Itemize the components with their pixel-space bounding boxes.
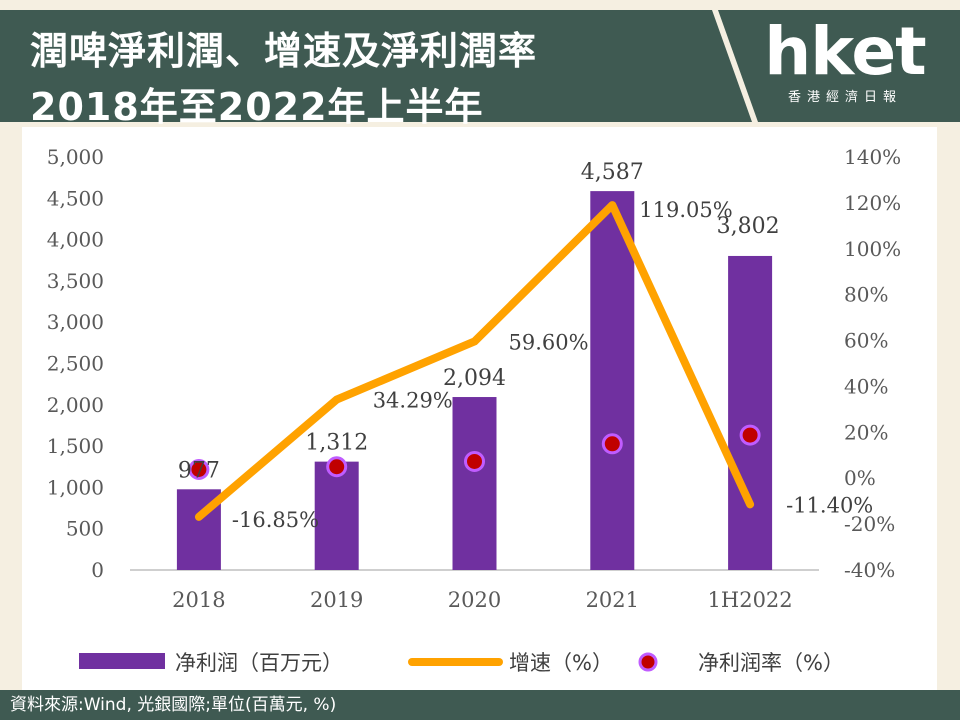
logo-wordmark: hket (764, 13, 926, 90)
right-axis-tick-label: 0% (844, 466, 876, 490)
chart-title-line1: 潤啤淨利潤、增速及淨利潤率 (30, 29, 538, 73)
x-axis-category-label: 2018 (172, 588, 225, 612)
legend-label-growth: 增速（%） (509, 651, 613, 675)
logo-banner-shape (718, 10, 960, 122)
net-profit-data-label: 3,802 (717, 214, 780, 239)
right-axis-tick-label: 100% (844, 237, 901, 261)
right-axis-tick-label: 120% (844, 191, 901, 215)
left-axis-tick-label: 500 (66, 517, 104, 541)
net-margin-dot (739, 424, 761, 446)
left-axis-tick-label: 4,500 (47, 186, 104, 210)
left-axis-tick-label: 1,500 (47, 434, 104, 458)
net-profit-bar (314, 461, 359, 570)
net-profit-bar (728, 255, 773, 570)
right-axis-tick-label: 140% (844, 145, 901, 169)
right-axis-tick-label: -40% (844, 558, 895, 582)
right-axis-tick-label: 40% (844, 374, 888, 398)
legend-swatch-net-margin (638, 652, 658, 672)
right-axis-tick-label: 20% (844, 420, 888, 444)
x-axis-category-label: 2020 (448, 588, 501, 612)
growth-data-label: 34.29% (373, 389, 453, 413)
net-profit-data-label: 1,312 (305, 431, 368, 456)
title-banner-shape (0, 10, 752, 122)
legend-label-net-margin: 净利润率（%） (698, 651, 844, 675)
hket-logo: hket 香港經濟日報 (760, 13, 930, 106)
right-axis-tick-label: -20% (844, 512, 895, 536)
net-profit-bar (590, 191, 635, 570)
left-axis-tick-label: 3,000 (47, 310, 104, 334)
logo-subtitle: 香港經濟日報 (787, 90, 902, 105)
growth-data-label: -16.85% (232, 508, 319, 532)
growth-line (194, 201, 755, 521)
left-axis-tick-label: 3,500 (47, 269, 104, 293)
right-axis-tick-label: 80% (844, 283, 888, 307)
net-margin-dot (601, 433, 623, 455)
chart-panel: 0 500 1,000 1,500 2,000 2,500 3,000 3,500 4,000 4… (22, 127, 937, 690)
chart-svg: 0 500 1,000 1,500 2,000 2,500 3,000 3,500 4,000 4… (47, 145, 901, 675)
growth-data-label: 59.60% (509, 330, 589, 354)
net-profit-bar (452, 397, 497, 570)
chart-title-line2: 2018年至2022年上半年 (30, 85, 484, 129)
net-margin-dot (326, 456, 348, 478)
left-axis-tick-label: 5,000 (47, 145, 104, 169)
growth-data-label: -11.40% (786, 493, 873, 517)
header-banner (0, 10, 960, 122)
net-margin-dot (464, 450, 485, 472)
right-axis-tick-label: 60% (844, 329, 888, 353)
legend-swatch-net-profit (79, 653, 165, 669)
net-profit-data-label: 977 (178, 458, 220, 483)
left-axis-tick-label: 2,000 (47, 393, 104, 417)
growth-data-label: 119.05% (639, 198, 732, 222)
x-axis-category-label: 1H2022 (708, 588, 793, 612)
source-footer: 資料來源:Wind, 光銀國際;單位(百萬元, %) (0, 690, 960, 720)
left-axis-tick-label: 2,500 (47, 352, 104, 376)
x-axis-category-label: 2021 (586, 588, 639, 612)
net-margin-dot (188, 459, 210, 481)
left-axis-tick-label: 0 (91, 558, 104, 582)
x-axis-category-label: 2019 (310, 588, 363, 612)
net-profit-data-label: 4,587 (581, 160, 644, 185)
legend-label-net-profit: 净利润（百万元） (175, 651, 343, 675)
left-axis-tick-label: 1,000 (47, 475, 104, 499)
net-profit-data-label: 2,094 (443, 366, 506, 391)
left-axis-tick-label: 4,000 (47, 228, 104, 252)
